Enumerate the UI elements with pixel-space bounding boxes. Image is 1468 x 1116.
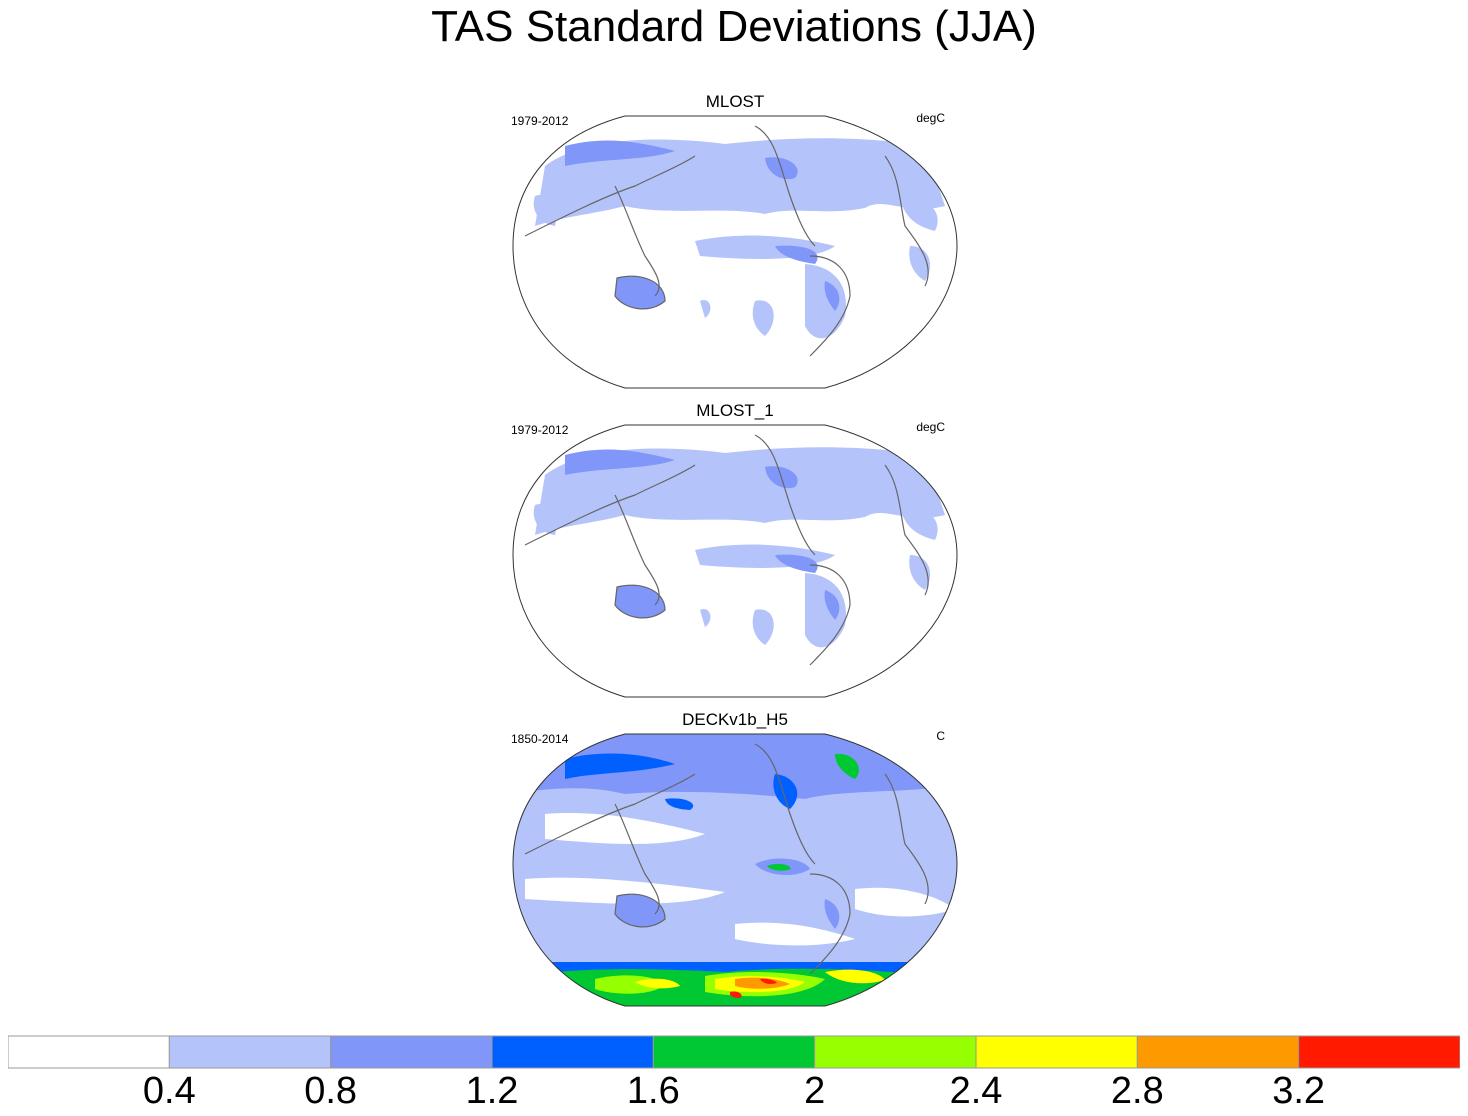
coastlines (524, 434, 929, 666)
panel-period: 1850-2014 (511, 732, 569, 746)
shaded-field (513, 734, 957, 1006)
panel-units: degC (916, 420, 945, 434)
map-panel-deckv1b-h5: DECKv1b_H5 1850-2014 C (505, 710, 965, 1014)
colorbar-tick-label: 0.4 (142, 1070, 196, 1112)
colorbar (8, 1035, 1460, 1069)
colorbar-box (975, 1035, 1138, 1069)
shaded-field (513, 116, 957, 388)
map-border (512, 115, 958, 389)
colorbar-tick-label: 3.2 (1272, 1070, 1326, 1112)
colorbar-box (1298, 1035, 1460, 1069)
colorbar-box (168, 1035, 332, 1069)
colorbar-box (330, 1035, 493, 1069)
map-plot (512, 424, 958, 698)
colorbar-tick-label: 2.8 (1110, 1070, 1164, 1112)
colorbar-tick-label: 2.4 (949, 1070, 1003, 1112)
map-panel-mlost-1: MLOST_1 1979-2012 degC (505, 401, 965, 705)
colorbar-box (814, 1035, 977, 1069)
map-border (512, 733, 958, 1007)
coastlines (524, 125, 929, 357)
map-plot (512, 115, 958, 389)
figure-title: TAS Standard Deviations (JJA) (431, 2, 1037, 51)
panel-title: MLOST (705, 92, 765, 111)
shaded-field (513, 425, 957, 697)
colorbar-box (8, 1035, 170, 1069)
panel-units: C (936, 729, 945, 743)
colorbar-tick-label: 1.2 (465, 1070, 519, 1112)
colorbar-tick-label: 1.6 (626, 1070, 680, 1112)
map-border (512, 424, 958, 698)
panel-period: 1979-2012 (511, 423, 569, 437)
coastlines (524, 743, 929, 975)
panel-title: DECKv1b_H5 (682, 710, 788, 729)
panel-period: 1979-2012 (511, 114, 569, 128)
colorbar-tick-label: 2 (804, 1070, 826, 1112)
colorbar-tick-label: 0.8 (304, 1070, 358, 1112)
colorbar-box (1136, 1035, 1300, 1069)
colorbar-box (491, 1035, 654, 1069)
map-panel-mlost: MLOST 1979-2012 degC (505, 92, 965, 396)
colorbar-box (652, 1035, 816, 1069)
panel-units: degC (916, 111, 945, 125)
panel-title: MLOST_1 (696, 401, 774, 420)
map-plot (512, 733, 958, 1007)
